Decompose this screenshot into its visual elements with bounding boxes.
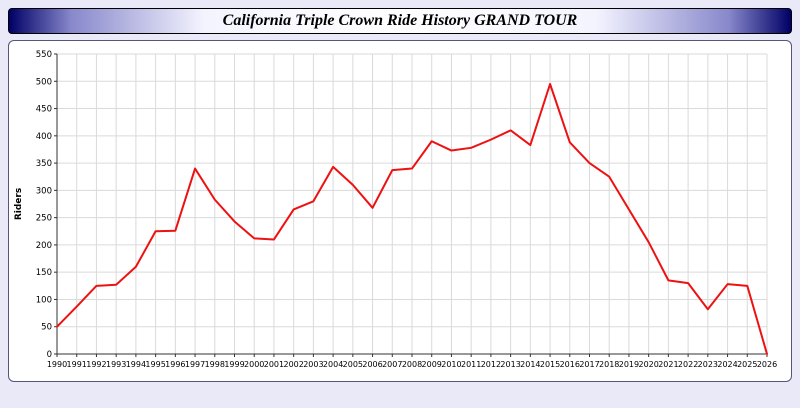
svg-text:2008: 2008 (402, 360, 422, 369)
svg-text:2009: 2009 (422, 360, 442, 369)
svg-text:350: 350 (36, 159, 52, 169)
svg-text:500: 500 (36, 77, 52, 87)
svg-text:200: 200 (36, 241, 52, 251)
svg-text:2021: 2021 (658, 360, 678, 369)
svg-text:250: 250 (36, 214, 52, 224)
svg-text:2025: 2025 (737, 360, 757, 369)
svg-text:50: 50 (41, 323, 52, 333)
svg-text:2013: 2013 (500, 360, 520, 369)
svg-text:2007: 2007 (382, 360, 402, 369)
svg-text:2001: 2001 (264, 360, 284, 369)
title-bar: California Triple Crown Ride History GRA… (8, 8, 792, 34)
svg-text:2018: 2018 (599, 360, 619, 369)
svg-text:2010: 2010 (441, 360, 461, 369)
svg-text:2015: 2015 (540, 360, 560, 369)
svg-text:0: 0 (47, 350, 52, 360)
svg-text:400: 400 (36, 132, 52, 142)
svg-text:550: 550 (36, 50, 52, 60)
svg-text:1990: 1990 (47, 360, 67, 369)
svg-text:1998: 1998 (205, 360, 225, 369)
svg-text:2014: 2014 (520, 360, 540, 369)
svg-text:150: 150 (36, 268, 52, 278)
svg-text:1999: 1999 (224, 360, 244, 369)
svg-text:2022: 2022 (678, 360, 698, 369)
svg-text:2023: 2023 (698, 360, 718, 369)
svg-text:2005: 2005 (343, 360, 363, 369)
svg-text:2006: 2006 (362, 360, 382, 369)
svg-text:1994: 1994 (126, 360, 146, 369)
svg-text:1997: 1997 (185, 360, 205, 369)
svg-text:2004: 2004 (323, 360, 343, 369)
svg-text:2011: 2011 (461, 360, 481, 369)
svg-text:2002: 2002 (283, 360, 303, 369)
svg-text:2019: 2019 (619, 360, 639, 369)
svg-text:2012: 2012 (481, 360, 501, 369)
svg-text:2020: 2020 (638, 360, 658, 369)
svg-text:1992: 1992 (86, 360, 106, 369)
svg-text:2000: 2000 (244, 360, 264, 369)
svg-text:2026: 2026 (757, 360, 777, 369)
svg-text:450: 450 (36, 105, 52, 115)
svg-text:2016: 2016 (560, 360, 580, 369)
chart-panel: 0 50 100 150 200 250 300 350 400 450 500 550 1990 199… (8, 40, 792, 382)
svg-text:100: 100 (36, 295, 52, 305)
svg-text:1995: 1995 (145, 360, 165, 369)
svg-text:300: 300 (36, 186, 52, 196)
page-title: California Triple Crown Ride History GRA… (222, 12, 578, 29)
svg-text:1993: 1993 (106, 360, 126, 369)
svg-text:2003: 2003 (303, 360, 323, 369)
svg-text:Riders: Riders (14, 188, 24, 220)
svg-text:2017: 2017 (579, 360, 599, 369)
svg-text:2024: 2024 (717, 360, 737, 369)
svg-text:1991: 1991 (67, 360, 87, 369)
svg-text:1996: 1996 (165, 360, 185, 369)
